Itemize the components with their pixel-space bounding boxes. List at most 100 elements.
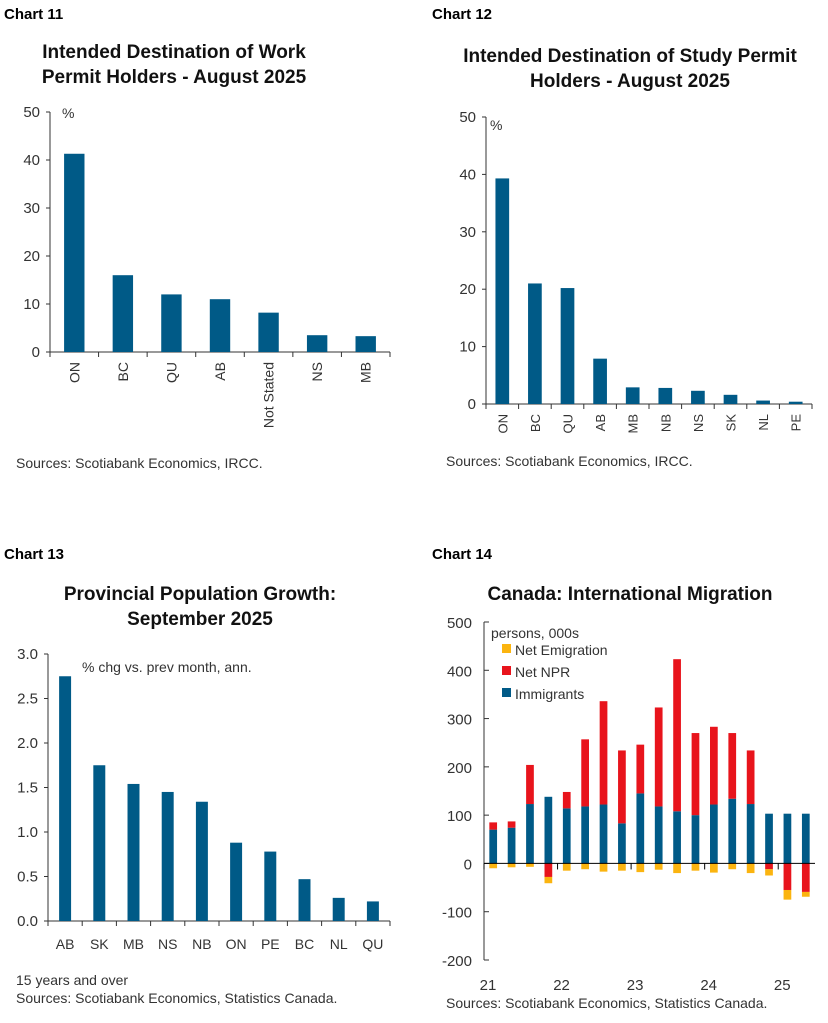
c14-legend-label: Net NPR bbox=[515, 664, 570, 680]
c14-bar-net-emigration bbox=[691, 863, 700, 871]
c14-bar-immigrants bbox=[728, 798, 737, 864]
c14-legend-label: Immigrants bbox=[515, 686, 584, 702]
c13-y-tick-label: 2.0 bbox=[17, 735, 38, 752]
c14-bar-immigrants bbox=[746, 804, 755, 864]
c14-y-tick-label: -200 bbox=[442, 953, 472, 970]
c14-bar-immigrants bbox=[673, 811, 681, 864]
c12-bar-ab bbox=[593, 358, 607, 404]
c14-bar-net-npr bbox=[507, 821, 516, 828]
c14-bar-immigrants bbox=[526, 804, 534, 864]
c14-bar-net-emigration bbox=[544, 876, 553, 884]
c13-x-tick-label: NL bbox=[330, 936, 348, 952]
c13-y-tick-label: 1.5 bbox=[17, 780, 38, 797]
c13-bar-bc bbox=[298, 879, 311, 921]
c14-x-tick-label: 25 bbox=[774, 977, 791, 994]
c11-y-tick-label: 50 bbox=[23, 104, 40, 121]
c14-bar-net-emigration bbox=[746, 863, 755, 874]
c14-x-tick-label: 23 bbox=[627, 977, 644, 994]
c13-x-tick-label: PE bbox=[261, 936, 280, 952]
c11-y-tick-label: 30 bbox=[23, 200, 40, 217]
c14-bar-net-npr bbox=[636, 744, 645, 794]
c14-legend-swatch bbox=[502, 688, 511, 697]
c11-bar-not-stated bbox=[258, 312, 279, 352]
c14-bar-net-npr bbox=[618, 750, 626, 824]
c14-bar-net-emigration bbox=[765, 869, 773, 876]
c11-x-tick-label: Not Stated bbox=[261, 362, 277, 428]
c13-bar-nl bbox=[332, 897, 345, 921]
c11-x-tick-label: NS bbox=[309, 362, 325, 381]
c12-bar-bc bbox=[528, 283, 542, 404]
c13-y-tick-label: 2.5 bbox=[17, 691, 38, 708]
c13-x-tick-label: NS bbox=[158, 936, 177, 952]
c12-y-tick-label: 30 bbox=[459, 224, 476, 241]
c14-bar-net-npr bbox=[746, 750, 755, 805]
c13-x-tick-label: AB bbox=[56, 936, 75, 952]
c12-bar-ns bbox=[691, 390, 705, 404]
c14-legend-label: Net Emigration bbox=[515, 642, 608, 658]
c14-bar-net-npr bbox=[581, 739, 590, 807]
c11-bar-ns bbox=[306, 335, 328, 352]
c13-y-tick-label: 0.5 bbox=[17, 869, 38, 886]
c13-x-tick-label: SK bbox=[90, 936, 109, 952]
c14-y-tick-label: 100 bbox=[447, 808, 472, 825]
chart-14-title: Canada: International Migration bbox=[487, 584, 773, 605]
c14-bar-immigrants bbox=[709, 804, 718, 864]
c14-bar-net-emigration bbox=[581, 863, 590, 870]
c14-bar-immigrants bbox=[801, 813, 810, 864]
chart-13-label: Chart 13 bbox=[4, 546, 65, 563]
c14-bar-immigrants bbox=[581, 806, 590, 864]
c12-bar-on bbox=[495, 178, 510, 404]
c14-legend-swatch bbox=[502, 644, 511, 653]
c12-x-tick-label: QU bbox=[561, 414, 576, 434]
c12-y-tick-label: 10 bbox=[459, 339, 476, 356]
c13-x-tick-label: BC bbox=[295, 936, 314, 952]
c11-x-tick-label: AB bbox=[212, 362, 228, 381]
c14-bar-net-npr bbox=[691, 733, 700, 816]
c12-unit-label: % bbox=[490, 117, 502, 133]
c14-bar-net-emigration bbox=[507, 863, 516, 868]
c14-bar-net-emigration bbox=[489, 863, 498, 869]
c11-x-tick-label: QU bbox=[163, 362, 179, 383]
c14-bar-net-npr bbox=[728, 733, 737, 799]
c14-bar-immigrants bbox=[599, 804, 608, 864]
c14-x-tick-label: 21 bbox=[480, 977, 497, 994]
c11-unit-label: % bbox=[62, 105, 74, 121]
c12-x-tick-label: NS bbox=[691, 414, 706, 432]
c13-x-tick-label: QU bbox=[362, 936, 383, 952]
c12-y-tick-label: 20 bbox=[459, 281, 476, 298]
c14-bar-immigrants bbox=[783, 813, 792, 864]
c14-y-tick-label: 500 bbox=[447, 615, 472, 632]
c13-source: Sources: Scotiabank Economics, Statistic… bbox=[16, 990, 337, 1006]
c14-x-tick-label: 22 bbox=[553, 977, 570, 994]
c12-bar-nl bbox=[756, 400, 770, 404]
chart-11-title: Intended Destination of Work Permit Hold… bbox=[41, 42, 307, 88]
c13-footnote: 15 years and over bbox=[16, 972, 128, 988]
c14-x-tick-label: 24 bbox=[700, 977, 717, 994]
c13-x-tick-label: NB bbox=[192, 936, 211, 952]
c12-y-tick-label: 50 bbox=[459, 109, 476, 126]
c14-bar-immigrants bbox=[691, 815, 700, 864]
c12-y-tick-label: 0 bbox=[468, 396, 476, 413]
chart-12-title: Intended Destination of Study Permit Hol… bbox=[463, 46, 797, 92]
c14-legend-swatch bbox=[502, 666, 511, 675]
c14-bar-net-emigration bbox=[783, 889, 792, 900]
c12-x-tick-label: AB bbox=[593, 414, 608, 431]
c13-x-tick-label: MB bbox=[123, 936, 144, 952]
c14-bar-net-emigration bbox=[618, 863, 626, 871]
c14-bar-net-npr bbox=[562, 791, 571, 809]
c11-y-tick-label: 40 bbox=[23, 152, 40, 169]
c14-bar-immigrants bbox=[636, 793, 645, 864]
c12-bar-qu bbox=[560, 288, 575, 404]
c12-x-tick-label: BC bbox=[528, 414, 543, 432]
c14-bar-net-npr bbox=[673, 659, 681, 812]
c14-y-tick-label: 300 bbox=[447, 712, 472, 729]
c12-x-tick-label: NL bbox=[756, 414, 771, 431]
c13-bar-pe bbox=[264, 851, 277, 921]
c13-x-tick-label: ON bbox=[226, 936, 247, 952]
c14-bar-net-emigration bbox=[673, 863, 681, 874]
chart-14-label: Chart 14 bbox=[432, 546, 493, 563]
c13-y-tick-label: 1.0 bbox=[17, 824, 38, 841]
c13-bar-on bbox=[230, 842, 243, 921]
c14-bar-net-emigration bbox=[636, 863, 645, 873]
c14-bar-net-npr bbox=[599, 701, 608, 805]
